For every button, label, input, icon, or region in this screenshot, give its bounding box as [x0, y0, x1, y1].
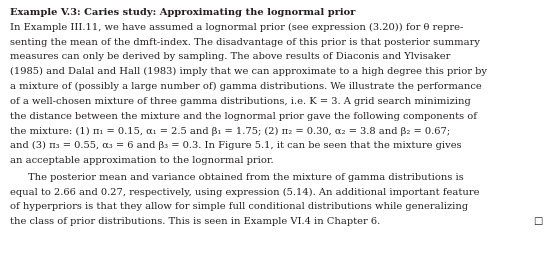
Text: equal to 2.66 and 0.27, respectively, using expression (5.14). An additional imp: equal to 2.66 and 0.27, respectively, us… — [10, 188, 479, 197]
Text: (1985) and Dalal and Hall (1983) imply that we can approximate to a high degree : (1985) and Dalal and Hall (1983) imply t… — [10, 67, 487, 76]
Text: □: □ — [534, 217, 543, 226]
Text: the mixture: (1) π₁ = 0.15, α₁ = 2.5 and β₁ = 1.75; (2) π₂ = 0.30, α₂ = 3.8 and : the mixture: (1) π₁ = 0.15, α₁ = 2.5 and… — [10, 126, 450, 135]
Text: the class of prior distributions. This is seen in Example VI.4 in Chapter 6.: the class of prior distributions. This i… — [10, 217, 380, 226]
Text: The posterior mean and variance obtained from the mixture of gamma distributions: The posterior mean and variance obtained… — [28, 173, 464, 182]
Text: an acceptable approximation to the lognormal prior.: an acceptable approximation to the logno… — [10, 156, 274, 165]
Text: of hyperpriors is that they allow for simple full conditional distributions whil: of hyperpriors is that they allow for si… — [10, 202, 468, 211]
Text: of a well-chosen mixture of three gamma distributions, i.e. K = 3. A grid search: of a well-chosen mixture of three gamma … — [10, 97, 471, 106]
Text: Example V.3: Caries study: Approximating the lognormal prior: Example V.3: Caries study: Approximating… — [10, 8, 356, 17]
Text: In Example III.11, we have assumed a lognormal prior (see expression (3.20)) for: In Example III.11, we have assumed a log… — [10, 23, 463, 32]
Text: senting the mean of the dmft-index. The disadvantage of this prior is that poste: senting the mean of the dmft-index. The … — [10, 38, 480, 47]
Text: the distance between the mixture and the lognormal prior gave the following comp: the distance between the mixture and the… — [10, 112, 477, 121]
Text: and (3) π₃ = 0.55, α₃ = 6 and β₃ = 0.3. In Figure 5.1, it can be seen that the m: and (3) π₃ = 0.55, α₃ = 6 and β₃ = 0.3. … — [10, 141, 462, 150]
Text: measures can only be derived by sampling. The above results of Diaconis and Ylvi: measures can only be derived by sampling… — [10, 52, 450, 61]
Text: a mixture of (possibly a large number of) gamma distributions. We illustrate the: a mixture of (possibly a large number of… — [10, 82, 482, 91]
